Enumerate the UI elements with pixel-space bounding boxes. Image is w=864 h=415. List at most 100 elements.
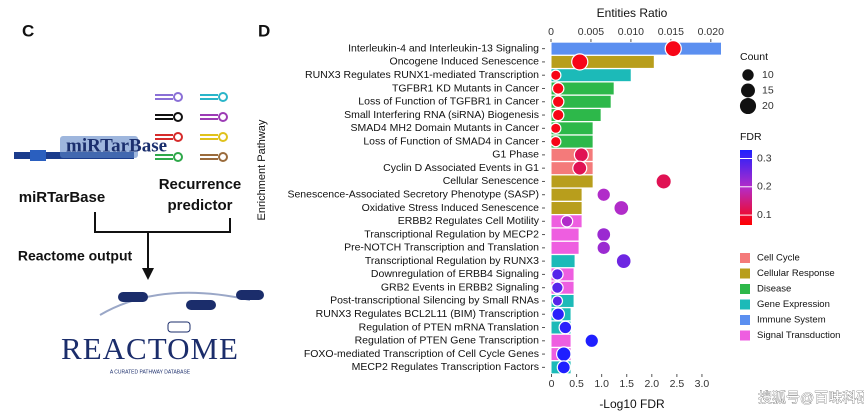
category-label: FOXO-mediated Transcription of Cell Cycl… [304,348,539,360]
legend-swatch [740,330,750,341]
y-axis-title: Enrichment Pathway [256,119,268,220]
legend-swatch [740,284,750,294]
colorbar-label: 0.1 [757,209,772,221]
category-label: Pre-NOTCH Transcription and Translation [344,242,539,254]
bar [551,95,611,108]
panel-label: D [258,21,270,40]
dot [551,268,564,281]
dot [550,122,562,135]
x-tick-label: 2.0 [644,378,659,390]
reactome-output: Reactome output [18,248,133,264]
bar [551,82,614,95]
reactome-sub: A CURATED PATHWAY DATABASE [110,369,191,375]
reactome-diagram [99,290,264,333]
dot [558,320,573,335]
dot [596,187,612,203]
dot [613,199,630,217]
category-label: Small Interfering RNA (siRNA) Biogenesis [344,109,539,121]
dot [596,226,612,243]
category-label: MECP2 Regulates Transcription Factors [352,361,539,373]
count-legend-label: 20 [762,100,774,112]
logo-text: miRTarBase [66,135,167,156]
legend-label: Disease [757,284,791,295]
legend-label: Immune System [757,315,826,326]
x-tick-label: 0.5 [569,378,584,390]
category-label: Loss of Function of SMAD4 in Cancer [363,135,539,147]
legend-swatch [740,253,750,263]
dot [551,82,565,95]
x2-tick-label: 0.010 [618,26,644,38]
reactome-logo: REACTOME [61,331,239,366]
dot [551,281,564,294]
bar [551,175,593,188]
legend-label: Signal Transduction [757,330,840,341]
x-axis-title: -Log10 FDR [599,397,665,411]
x-tick-label: 1.0 [594,378,609,390]
category-label: Post-transcriptional Silencing by Small … [330,295,539,307]
dot [551,307,566,322]
category-label: Downregulation of ERBB4 Signaling [371,268,539,280]
count-legend-dot [739,97,757,115]
dot [550,69,562,81]
category-label: Loss of Function of TGFBR1 in Cancer [358,96,539,108]
count-legend-label: 15 [762,84,774,96]
recurrence-label: Recurrence [159,176,242,193]
dot [664,39,682,58]
x2-tick-label: 0.005 [578,26,604,38]
category-label: SMAD4 MH2 Domain Mutants in Cancer [351,122,540,134]
dot [551,108,565,122]
bar [551,255,575,268]
bar [551,334,571,347]
legend-swatch [740,315,750,325]
dot [556,360,571,375]
bar [551,122,593,135]
category-label: Senescence-Associated Secretory Phenotyp… [287,189,539,201]
x-tick-label: 0 [549,378,555,390]
dot [560,214,574,228]
x-tick-label: 3.0 [695,378,710,390]
bar [551,162,593,175]
category-label: RUNX3 Regulates RUNX1-mediated Transcrip… [305,69,539,81]
category-label: RUNX3 Regulates BCL2L11 (BIM) Transcript… [316,308,539,320]
panel-label: C [22,21,34,40]
bar [551,188,582,201]
category-label: Cyclin D Associated Events in G1 [383,162,539,174]
colorbar [740,150,752,225]
category-label: Cellular Senescence [443,175,539,187]
category-label: TGFBR1 KD Mutants in Cancer [392,82,540,94]
count-legend-dot [742,69,754,81]
dot [555,346,572,362]
bar [551,241,579,254]
recurrence-label: predictor [167,197,232,214]
dot [584,333,600,349]
legend-label: Gene Expression [757,299,830,310]
dot [571,53,589,71]
dot [551,95,565,109]
bar [551,55,654,68]
count-legend-title: Count [740,51,768,63]
category-label: ERBB2 Regulates Cell Motility [398,215,540,227]
bar [551,202,582,214]
category-label: Oncogene Induced Senescence [390,56,540,68]
dot [550,135,562,148]
dot [572,160,588,176]
mirtarbase-label: miRTarBase [19,189,105,206]
category-label: Regulation of PTEN Gene Transcription [355,335,540,347]
bar [551,109,601,122]
colorbar-label: 0.3 [757,152,772,164]
hairpins [155,92,228,162]
x2-tick-label: 0.020 [698,26,724,38]
watermark: 搜狐号@百味科研芝士 [758,390,864,406]
dot [615,253,632,270]
category-label: G1 Phase [492,149,539,161]
category-label: Transcriptional Regulation by RUNX3 [365,255,539,267]
count-legend-dot [741,83,755,98]
mirtarbase-logo: miRTarBase [14,135,167,161]
x-tick-label: 1.5 [619,378,634,390]
x-tick-label: 2.5 [670,378,685,390]
arrow [142,268,154,280]
category-label: Interleukin-4 and Interleukin-13 Signali… [348,42,539,54]
bar [551,228,579,241]
